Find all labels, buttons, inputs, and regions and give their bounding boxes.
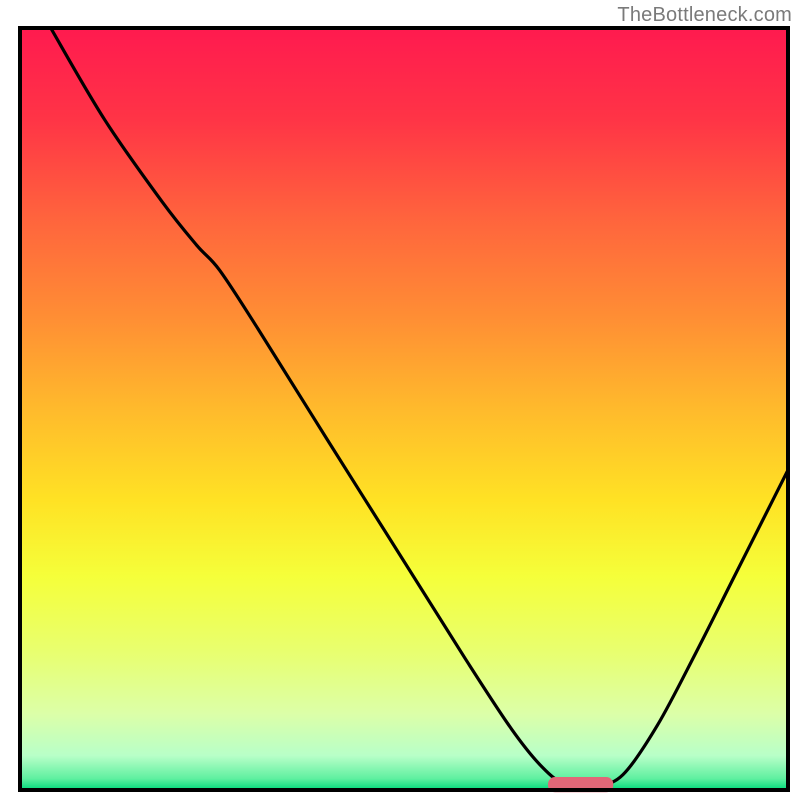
chart-container: TheBottleneck.com (0, 0, 800, 800)
chart-background (20, 28, 788, 790)
bottleneck-chart (0, 0, 800, 800)
watermark-text: TheBottleneck.com (617, 4, 792, 27)
